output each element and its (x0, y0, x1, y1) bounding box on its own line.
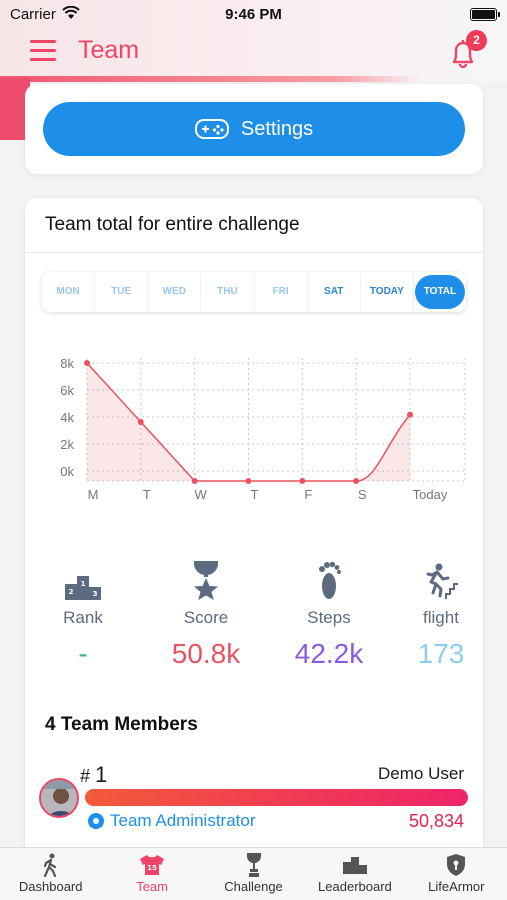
wifi-icon (62, 6, 80, 19)
tab-tue[interactable]: TUE (95, 272, 149, 312)
tab-today[interactable]: TODAY (361, 272, 414, 312)
status-bar: Carrier 9:46 PM (0, 0, 507, 30)
member-score: 50,834 (408, 811, 464, 831)
avatar (39, 778, 79, 818)
stat-rank: 1 2 3 Rank - (25, 558, 143, 668)
tab-leaderboard[interactable]: Leaderboard (304, 848, 405, 900)
chart-title: Team total for entire challenge (45, 214, 300, 235)
status-time: 9:46 PM (225, 6, 282, 23)
page-title: Team (78, 36, 140, 64)
carrier-label: Carrier (10, 6, 56, 23)
y-tick-label: 2k (60, 437, 74, 452)
y-tick-label: 6k (60, 383, 74, 398)
member-progress-bar (85, 789, 468, 806)
header-accent-stripe (0, 76, 420, 82)
x-tick-label: F (304, 487, 312, 502)
stat-value: - (78, 638, 88, 668)
stat-label: flight (423, 608, 459, 627)
day-tabs: MON TUE WED THU FRI SAT TODAY TOTAL (42, 272, 466, 312)
tab-total[interactable]: TOTAL (414, 272, 466, 312)
trophy-icon (246, 853, 261, 877)
tab-mon[interactable]: MON (42, 272, 96, 312)
walking-icon (43, 853, 56, 877)
data-point (191, 478, 198, 484)
podium-icon (342, 857, 367, 874)
settings-button[interactable]: Settings (43, 102, 465, 156)
admin-badge-icon (88, 813, 104, 829)
settings-card: Settings (25, 84, 483, 174)
data-point (299, 478, 306, 484)
stats-row: 1 2 3 Rank - Score 50.8k (25, 558, 483, 668)
footprint-icon (319, 561, 341, 599)
steps-area-chart: 8k 6k 4k 2k 0k M T W T F S Today (60, 356, 466, 502)
stat-value: 50.8k (171, 638, 241, 668)
data-point (137, 419, 144, 425)
y-tick-label: 4k (60, 410, 74, 425)
tab-fri[interactable]: FRI (255, 272, 308, 312)
data-point (407, 411, 413, 418)
x-tick-label: S (358, 487, 367, 502)
notification-bell-icon[interactable] (446, 36, 482, 70)
shield-icon (447, 854, 466, 876)
notification-badge: 2 (466, 30, 487, 51)
podium-icon: 1 2 3 (65, 576, 101, 600)
gamepad-icon (194, 119, 229, 139)
tab-bar: Dashboard 15 Team Challenge Leaderbo (0, 847, 507, 900)
tab-sat[interactable]: SAT (308, 272, 361, 312)
stat-steps: Steps 42.2k (269, 558, 389, 668)
hamburger-menu-icon[interactable] (30, 40, 58, 62)
battery-icon (470, 8, 500, 21)
data-point (353, 478, 360, 484)
member-name: Demo User (378, 764, 464, 783)
stairs-runner-icon (426, 563, 458, 599)
x-tick-label: T (143, 487, 151, 502)
divider (25, 252, 483, 253)
tab-wed[interactable]: WED (148, 272, 202, 312)
header-background (0, 0, 507, 82)
settings-button-label: Settings (240, 117, 314, 140)
member-row[interactable]: # 1 Demo User Team Administrator 50,834 (25, 758, 483, 848)
x-tick-label: W (195, 487, 208, 502)
stat-label: Rank (63, 608, 103, 627)
series-line (86, 362, 411, 482)
x-tick-label: Today (413, 487, 448, 502)
y-tick-label: 0k (60, 464, 74, 479)
stat-flight: flight 173 (381, 558, 483, 668)
stat-score: Score 50.8k (146, 558, 266, 668)
x-tick-label: M (88, 487, 99, 502)
svg-text:3: 3 (93, 590, 98, 598)
x-tick-label: T (251, 487, 259, 502)
member-rank: # 1 (80, 762, 108, 787)
member-role: Team Administrator (88, 811, 256, 831)
stat-label: Score (183, 608, 229, 627)
svg-text:15: 15 (147, 864, 157, 872)
data-point (84, 360, 90, 366)
tab-team[interactable]: 15 Team (101, 848, 202, 900)
data-point (245, 478, 252, 484)
tab-dashboard[interactable]: Dashboard (0, 848, 101, 900)
tab-challenge[interactable]: Challenge (203, 848, 304, 900)
trophy-star-icon (194, 561, 218, 600)
tab-thu[interactable]: THU (201, 272, 255, 312)
y-tick-label: 8k (60, 356, 74, 371)
team-shirt-icon: 15 (140, 855, 165, 875)
stat-value: 173 (417, 638, 465, 668)
svg-text:1: 1 (81, 580, 86, 588)
stat-label: Steps (307, 608, 351, 627)
svg-text:2: 2 (69, 588, 74, 596)
stat-value: 42.2k (294, 638, 364, 668)
team-stats-card: Team total for entire challenge MON TUE … (25, 198, 483, 858)
tab-lifearmor[interactable]: LifeArmor (406, 848, 507, 900)
members-heading: 4 Team Members (45, 714, 198, 735)
nav-bar: Team (0, 30, 507, 76)
